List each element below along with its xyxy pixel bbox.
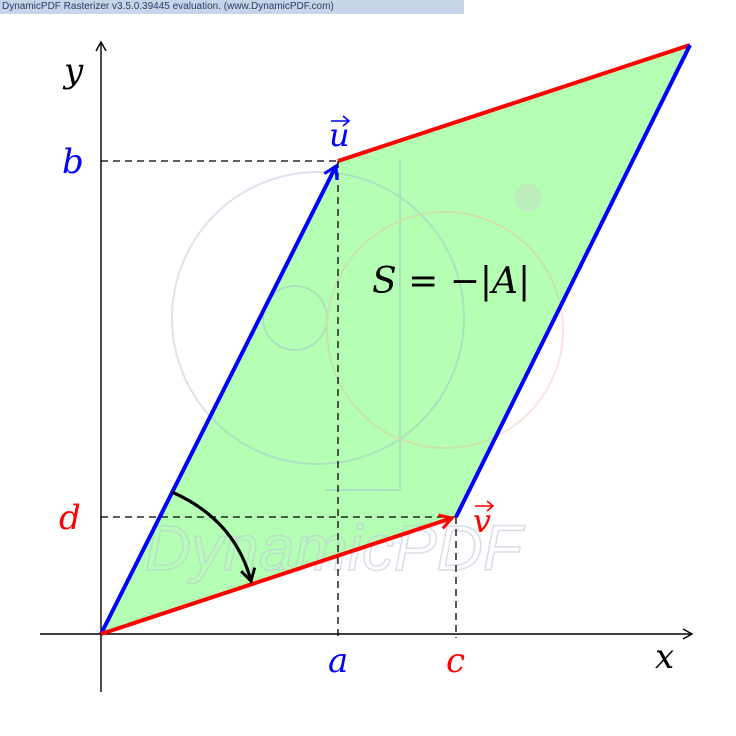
svg-text:v: v xyxy=(473,502,491,540)
label-a: a xyxy=(328,641,348,681)
label-b: b xyxy=(62,142,84,182)
label-d: d xyxy=(59,498,81,538)
rotation-arc-arrow xyxy=(171,490,257,584)
vector-u xyxy=(99,163,339,635)
vector-u-label: u xyxy=(329,115,351,154)
y-axis-label: y xyxy=(62,51,84,91)
area-formula: S = −|A| xyxy=(372,261,530,302)
watermark-logo xyxy=(171,160,564,491)
x-axis-label: x xyxy=(655,637,674,677)
edge-u-translated xyxy=(454,44,692,518)
label-c: c xyxy=(446,641,465,681)
guide-lines xyxy=(101,160,457,638)
watermark-text: DynamicPDF xyxy=(145,512,526,584)
vector-v-label: v xyxy=(473,500,495,540)
evaluation-banner: DynamicPDF Rasterizer v3.5.0.39445 evalu… xyxy=(0,0,464,14)
parallelogram-area xyxy=(101,45,690,634)
vector-v xyxy=(100,513,455,636)
edge-v-translated xyxy=(337,43,691,163)
